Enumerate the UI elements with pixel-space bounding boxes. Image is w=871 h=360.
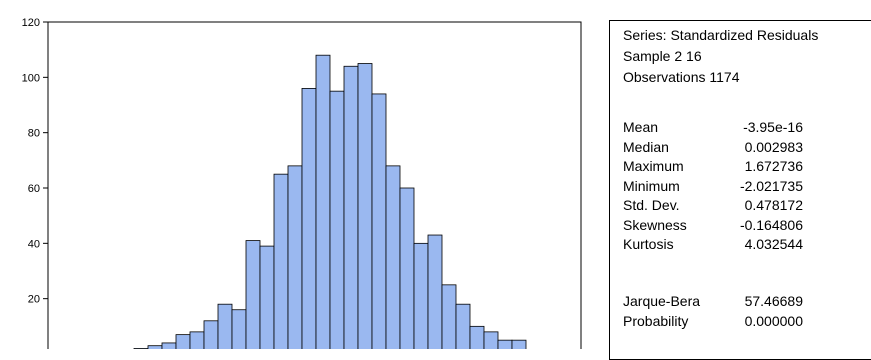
stat-value: -2.021735 [739,177,803,194]
y-tick-label: 40 [28,238,40,250]
stat-label: Median [623,138,669,155]
stat-value: 0.000000 [744,312,803,329]
stat-value: 1.672736 [744,158,803,174]
y-tick-label: 20 [28,294,40,306]
y-tick-label: 100 [22,72,40,84]
histogram-bar [497,339,513,349]
histogram-bar [301,88,317,349]
histogram-bar [511,339,527,349]
stat-label: Minimum [623,177,680,194]
y-tick-label: 120 [22,17,40,29]
histogram-bar [161,342,177,349]
histogram-bar [273,173,289,349]
histogram-bar [259,245,275,349]
statistics-panel: Series: Standardized Residuals Sample 2 … [609,20,871,360]
histogram-bar [469,325,485,349]
histogram-bar [175,334,191,349]
histogram-bar [399,187,415,349]
histogram-bar [189,331,205,349]
histogram-svg: 020406080100120 [22,17,582,349]
stat-value: 4.032544 [744,236,803,252]
histogram-bar [413,242,429,349]
stat-value: -3.95e-16 [743,119,803,135]
y-tick-label: 60 [28,183,40,195]
stat-label: Std. Dev. [623,197,680,213]
histogram-bar [455,303,471,349]
histogram-bar [147,345,163,349]
stat-value: -0.164806 [739,216,803,233]
stat-value: 0.002983 [744,138,803,155]
y-tick-label: 80 [28,128,40,140]
histogram-bar [217,303,233,349]
histogram-bar [483,331,499,349]
plot-frame [47,21,582,349]
stat-label: Mean [623,119,659,135]
histogram-bar [315,54,331,349]
histogram-bar [245,240,261,349]
histogram-bar [371,93,387,349]
observations-count: Observations 1174 [623,69,740,85]
y-axis: 020406080100120 [22,17,48,306]
series-name: Series: Standardized Residuals [623,27,819,43]
histogram-bar [231,309,247,349]
stat-label: Maximum [623,158,684,174]
histogram-bar [441,284,457,349]
histogram-bar [203,320,219,349]
stat-value: 57.46689 [744,293,803,309]
histogram-bar [343,65,359,349]
stat-label: Kurtosis [623,236,674,252]
stat-label: Probability [623,312,689,329]
histogram-bar [427,234,443,349]
stat-label: Jarque-Bera [623,293,701,309]
bar-series [133,54,527,349]
stat-label: Skewness [623,216,687,233]
histogram-bar [287,165,303,349]
histogram-bar [357,63,373,349]
histogram-bar [385,165,401,349]
sample-range: Sample 2 16 [623,48,702,64]
histogram-bar [329,90,345,349]
stat-value: 0.478172 [744,197,803,213]
histogram-chart: 020406080100120 [22,17,582,349]
